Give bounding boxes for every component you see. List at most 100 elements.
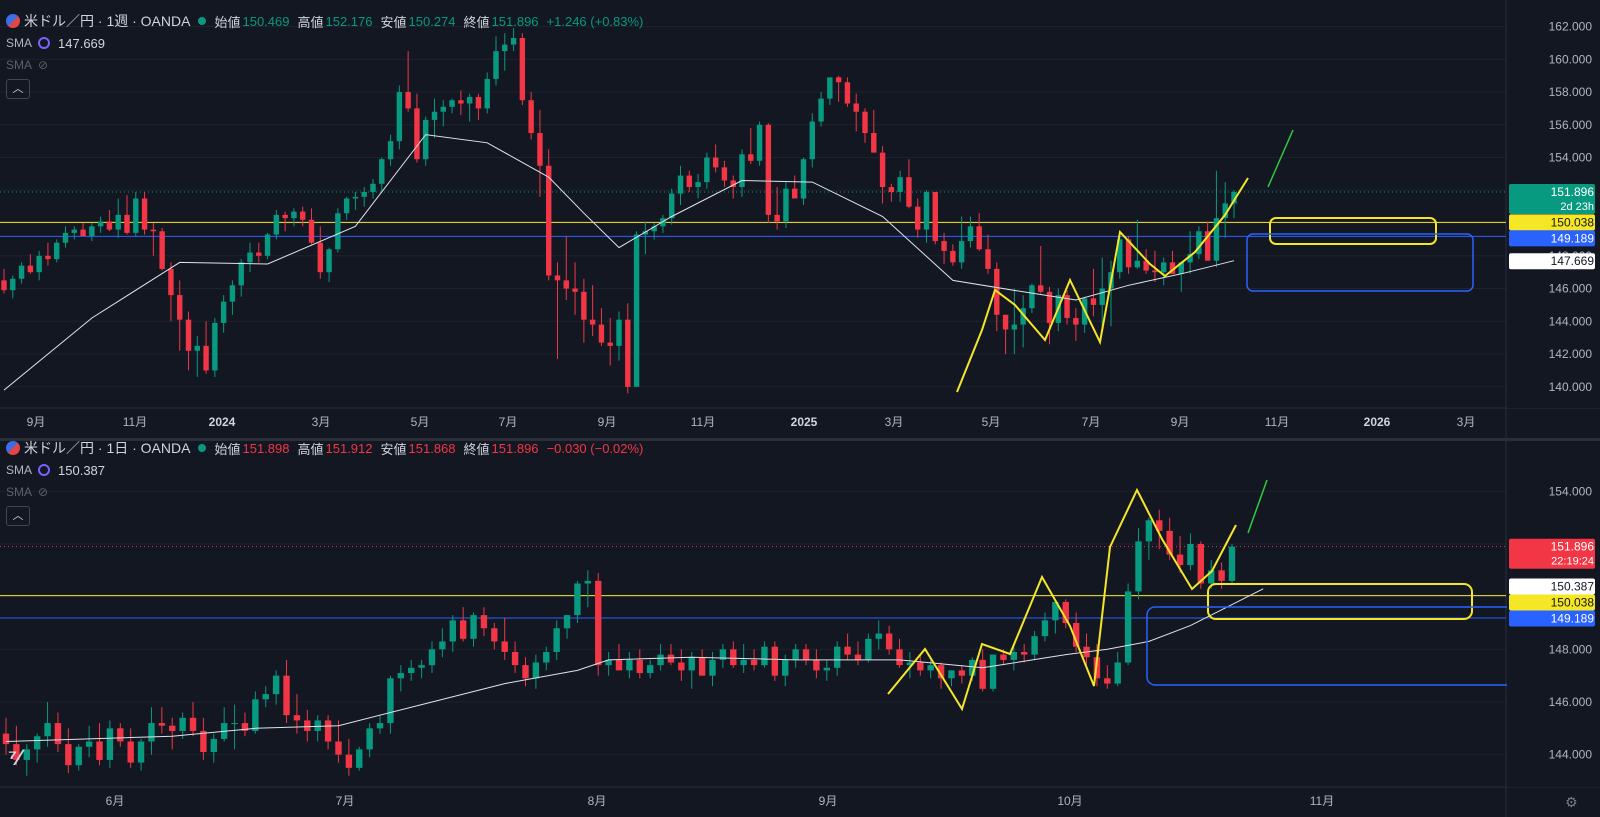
candle-body <box>854 654 862 660</box>
daily-chart-pane[interactable]: ⁷⁄⚙154.000152.000150.000148.000146.00014… <box>0 440 1600 817</box>
candle-body <box>431 111 438 120</box>
candle-body <box>428 649 436 666</box>
yellow-zone-box[interactable] <box>1269 217 1437 245</box>
candle-body <box>771 646 779 676</box>
candle-body <box>1031 636 1038 655</box>
candle-body <box>2 733 10 745</box>
candle-body <box>189 717 197 731</box>
green-projection-line[interactable] <box>1247 479 1268 534</box>
loading-circle-icon <box>38 464 51 476</box>
candle-body <box>1196 231 1202 255</box>
candle-body <box>605 659 612 666</box>
candle-body <box>439 641 446 650</box>
candle-body <box>686 175 692 188</box>
candle-body <box>137 741 145 763</box>
time-tick-label: 11月 <box>123 415 147 429</box>
candle-body <box>470 615 477 639</box>
candle-body <box>366 728 373 750</box>
candle-body <box>1134 260 1141 268</box>
candle-body <box>264 234 271 256</box>
yellow-wave-line[interactable] <box>956 177 1249 393</box>
eye-hidden-icon[interactable]: ⊘ <box>38 485 49 499</box>
tradingview-logo-icon[interactable]: ⁷⁄ <box>8 745 25 770</box>
change-value: −0.030 (−0.02%) <box>546 440 644 456</box>
candle-body <box>396 92 403 142</box>
candle-body <box>581 291 587 320</box>
yellow-zone-box[interactable] <box>1207 583 1473 620</box>
sma-legend-1[interactable]: SMA 147.669 <box>6 32 651 54</box>
candle-body <box>669 193 675 219</box>
gear-icon[interactable]: ⚙ <box>1565 794 1578 810</box>
price-tick-label: 154.000 <box>1549 151 1593 165</box>
time-tick-label: 9月 <box>598 415 617 429</box>
candle-body <box>1020 308 1026 325</box>
candle-body <box>1090 298 1097 305</box>
candle-body <box>678 662 685 671</box>
candle-body <box>1021 651 1028 655</box>
candle-body <box>80 229 86 237</box>
candle-body <box>1011 324 1018 330</box>
candle-body <box>370 183 376 192</box>
candle-body <box>491 628 498 642</box>
price-tick-label: 160.000 <box>1549 52 1593 66</box>
candle-body <box>574 583 581 616</box>
candle-body <box>133 198 139 233</box>
pane-separator[interactable] <box>0 438 1600 441</box>
candle-body <box>141 198 148 230</box>
candle-body <box>1176 554 1184 566</box>
candle-body <box>792 188 798 199</box>
candle-body <box>44 723 51 737</box>
candle-body <box>915 206 921 230</box>
candle-body <box>750 659 758 666</box>
weekly-chart-pane[interactable]: 162.000160.000158.000156.000154.000152.0… <box>0 0 1600 438</box>
chevron-up-icon[interactable]: ︿ <box>6 79 30 99</box>
blue-zone-box[interactable] <box>1246 233 1474 292</box>
yellow-wave-line[interactable] <box>887 487 1237 712</box>
candle-body <box>833 646 841 668</box>
green-projection-line[interactable] <box>1267 129 1294 188</box>
price-label: 151.896 <box>1551 540 1595 554</box>
eye-hidden-icon[interactable]: ⊘ <box>38 58 49 72</box>
candle-body <box>423 119 429 160</box>
candle-body <box>314 720 321 731</box>
candle-body <box>1187 254 1193 263</box>
time-tick-label: 11月 <box>1310 794 1334 808</box>
candle-body <box>532 662 540 679</box>
candle-body <box>418 665 425 668</box>
weekly-chart-canvas[interactable]: 162.000160.000158.000156.000154.000152.0… <box>0 0 1600 438</box>
candle-body <box>493 51 499 79</box>
symbol-title[interactable]: 米ドル／円 · 1日 · OANDA <box>24 440 191 456</box>
candle-body <box>1222 203 1228 219</box>
sma-line <box>5 588 1264 742</box>
price-label-box <box>1509 610 1595 627</box>
candle-body <box>835 77 842 83</box>
candle-body <box>616 319 622 346</box>
candle-body <box>231 723 238 725</box>
sma-legend-2[interactable]: SMA ⊘ <box>6 481 651 503</box>
candle-body <box>1010 651 1018 660</box>
price-tick-label: 156.000 <box>1549 118 1593 132</box>
price-label: 150.038 <box>1551 215 1595 229</box>
sma-legend-2[interactable]: SMA ⊘ <box>6 54 651 76</box>
candle-body <box>387 678 394 724</box>
time-tick-label: 9月 <box>27 415 46 429</box>
candle-body <box>906 662 914 666</box>
time-tick-label: 9月 <box>1171 415 1190 429</box>
candle-body <box>440 106 446 112</box>
symbol-title[interactable]: 米ドル／円 · 1週 · OANDA <box>24 13 191 29</box>
candle-body <box>615 659 623 671</box>
chevron-up-icon[interactable]: ︿ <box>6 506 30 526</box>
candle-body <box>387 141 394 160</box>
market-status-icon <box>198 17 207 25</box>
time-tick-label: 6月 <box>106 794 125 808</box>
candle-body <box>115 214 121 230</box>
sma-legend-1[interactable]: SMA 150.387 <box>6 459 651 481</box>
countdown-label: 2d 23h <box>1560 201 1594 213</box>
candle-body <box>1064 295 1070 319</box>
price-tick-label: 144.000 <box>1549 748 1593 762</box>
candle-body <box>117 728 124 742</box>
daily-chart-canvas[interactable]: ⁷⁄⚙154.000152.000150.000148.000146.00014… <box>0 441 1600 817</box>
candle-body <box>85 741 93 747</box>
candle-body <box>888 187 895 192</box>
candle-body <box>1072 623 1080 647</box>
